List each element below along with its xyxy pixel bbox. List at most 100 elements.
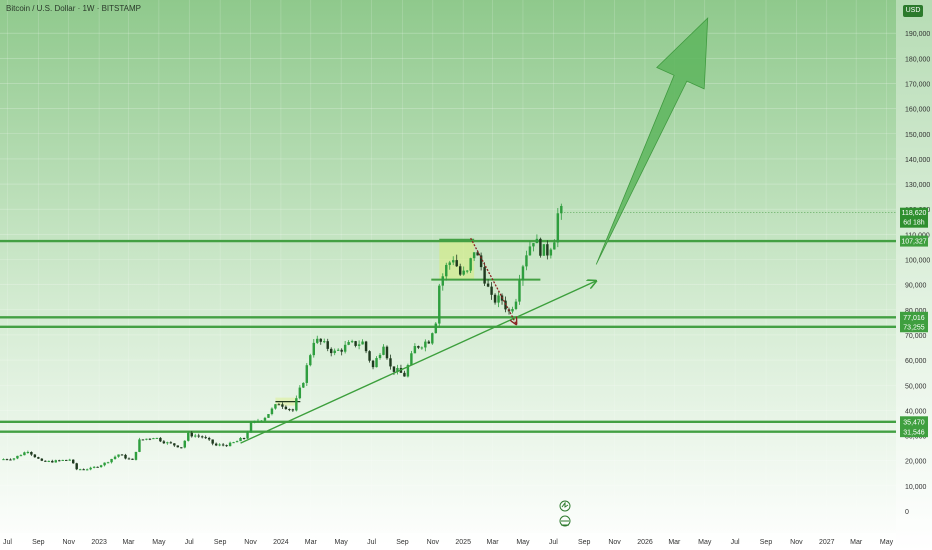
candle <box>354 340 357 348</box>
candle-body <box>323 341 326 343</box>
y-tick-label: 70,000 <box>905 333 927 340</box>
price-axis[interactable]: 010,00020,00030,00040,00050,00060,00070,… <box>900 31 930 516</box>
candle <box>159 437 162 443</box>
candle <box>82 468 85 471</box>
candle <box>281 402 284 409</box>
candle <box>85 468 89 471</box>
candle <box>145 438 148 441</box>
candle <box>221 443 225 447</box>
level-price-label: 107,327 <box>901 239 926 246</box>
candle <box>249 421 253 433</box>
candle-body <box>497 295 500 303</box>
candle <box>44 460 47 462</box>
candle-body <box>455 260 458 267</box>
y-tick-label: 170,000 <box>905 81 930 88</box>
candle <box>162 440 166 444</box>
rising-trendline <box>240 281 597 444</box>
x-tick-label: May <box>335 539 349 546</box>
tradingview-logo-icon <box>559 500 571 527</box>
candle-body <box>197 435 200 437</box>
candle-body <box>110 458 113 463</box>
currency-button[interactable]: USD <box>903 5 923 17</box>
candle <box>263 416 267 422</box>
candle-body <box>256 420 260 422</box>
candle-body <box>521 266 525 281</box>
y-tick-label: 140,000 <box>905 157 930 164</box>
candle <box>375 356 378 368</box>
x-tick-label: Nov <box>427 539 440 546</box>
last-price-label-bg <box>900 207 928 228</box>
candle-body <box>319 338 322 342</box>
candle <box>218 443 221 447</box>
x-tick-label: Mar <box>305 539 318 546</box>
candle-body <box>406 365 410 377</box>
candle-body <box>40 458 44 461</box>
candle <box>194 433 197 438</box>
candle <box>26 450 30 454</box>
candles <box>2 203 563 471</box>
candle-body <box>176 445 180 448</box>
candle-body <box>291 409 295 411</box>
candle-body <box>458 266 462 275</box>
candle <box>37 456 40 459</box>
level-price-label-bg <box>900 311 928 323</box>
candle <box>382 344 385 356</box>
x-tick-label: 2026 <box>637 539 653 546</box>
candle <box>532 243 535 252</box>
candle <box>312 339 315 358</box>
candle <box>514 298 518 311</box>
time-axis[interactable]: Jul Sep Nov 2023 Mar May Jul Sep Nov 2024 Mar May Ju… <box>3 539 894 546</box>
x-tick-label: 2024 <box>273 539 289 546</box>
x-tick-label: Nov <box>608 539 621 546</box>
candle-body <box>514 301 518 309</box>
candle <box>96 466 99 468</box>
candle <box>525 250 528 271</box>
time-axis-panel <box>0 533 896 550</box>
candle-body <box>155 437 159 439</box>
candle-body <box>173 443 176 446</box>
candle-body <box>396 367 399 372</box>
candle-body <box>511 308 514 312</box>
candle <box>483 262 486 287</box>
candle-body <box>232 442 235 444</box>
candle <box>479 252 483 271</box>
candle <box>323 338 326 344</box>
candle <box>19 454 23 457</box>
candle <box>124 453 127 460</box>
candle <box>455 254 458 267</box>
candle-body <box>302 382 305 388</box>
candle-body <box>263 417 267 421</box>
candle <box>211 439 214 446</box>
candle-body <box>486 283 490 287</box>
candle <box>490 282 493 300</box>
candle-body <box>99 465 103 468</box>
candle <box>117 454 120 458</box>
y-tick-label: 80,000 <box>905 308 927 315</box>
candle <box>427 340 431 344</box>
candle-body <box>71 459 75 464</box>
candle <box>260 420 263 422</box>
x-tick-label: Sep <box>214 539 227 546</box>
candle <box>58 459 61 462</box>
x-tick-label: Sep <box>396 539 409 546</box>
candle-body <box>528 246 532 256</box>
candle <box>228 441 232 447</box>
candle-body <box>180 447 183 449</box>
candle-body <box>148 438 152 440</box>
candle <box>336 348 340 351</box>
candle-body <box>518 280 521 302</box>
candle <box>12 458 16 461</box>
candle <box>166 441 169 445</box>
candle <box>200 435 204 439</box>
candle-body <box>106 462 110 464</box>
candle-body <box>9 459 12 461</box>
candle-body <box>267 414 270 418</box>
candle <box>396 364 399 375</box>
annotations-back <box>0 238 896 433</box>
x-tick-label: Jul <box>367 539 376 546</box>
candle-body <box>218 444 221 446</box>
candle <box>448 260 451 270</box>
candle-body <box>103 462 106 466</box>
